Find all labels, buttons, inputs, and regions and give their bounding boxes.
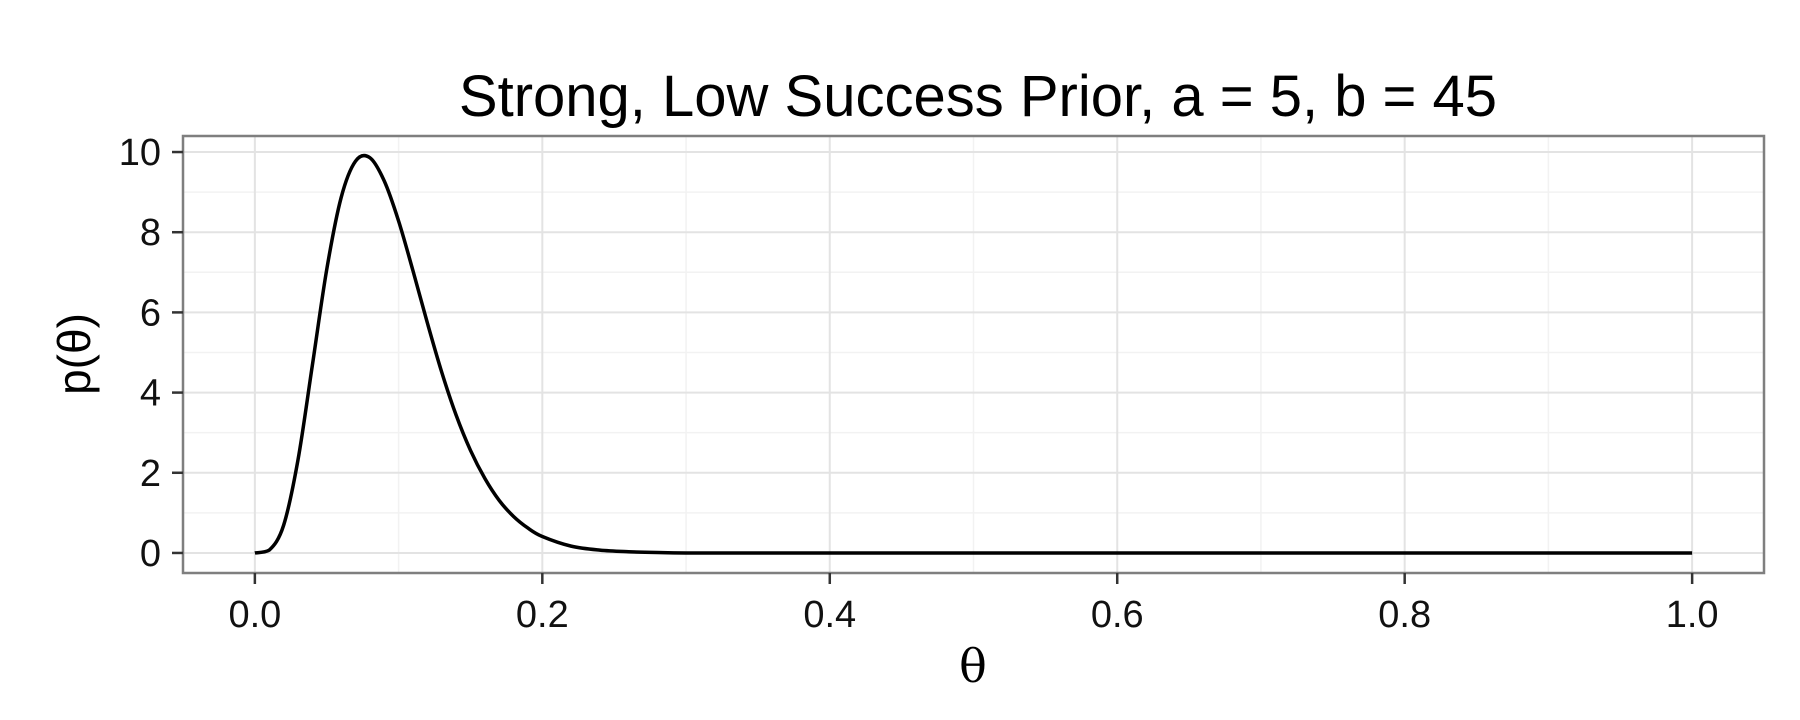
x-tick-label: 0.8 xyxy=(1378,594,1431,636)
x-tick-label: 0.0 xyxy=(228,594,281,636)
y-tick-label: 10 xyxy=(119,132,161,174)
plot-border xyxy=(181,134,1766,575)
y-axis-title: p(θ) xyxy=(48,313,100,395)
y-tick-label: 8 xyxy=(140,212,161,254)
density-line xyxy=(254,153,1693,555)
y-tick-label: 2 xyxy=(140,453,161,495)
minor-gridlines xyxy=(183,136,1764,573)
x-tick-label: 1.0 xyxy=(1666,594,1719,636)
x-axis-title: θ xyxy=(959,639,987,693)
series-layer xyxy=(254,153,1693,555)
x-tick-label: 0.6 xyxy=(1091,594,1144,636)
y-axis-ticks: 0 2 4 6 8 10 xyxy=(119,132,183,575)
y-tick-label: 4 xyxy=(140,373,161,415)
x-tick-label: 0.4 xyxy=(803,594,856,636)
x-axis-ticks: 0.0 0.2 0.4 0.6 0.8 1.0 xyxy=(228,573,1719,636)
y-tick-label: 0 xyxy=(140,533,161,575)
chart-title: Strong, Low Success Prior, a = 5, b = 45 xyxy=(459,64,1497,129)
major-gridlines xyxy=(183,136,1764,573)
y-tick-label: 6 xyxy=(140,292,161,334)
x-tick-label: 0.2 xyxy=(516,594,569,636)
